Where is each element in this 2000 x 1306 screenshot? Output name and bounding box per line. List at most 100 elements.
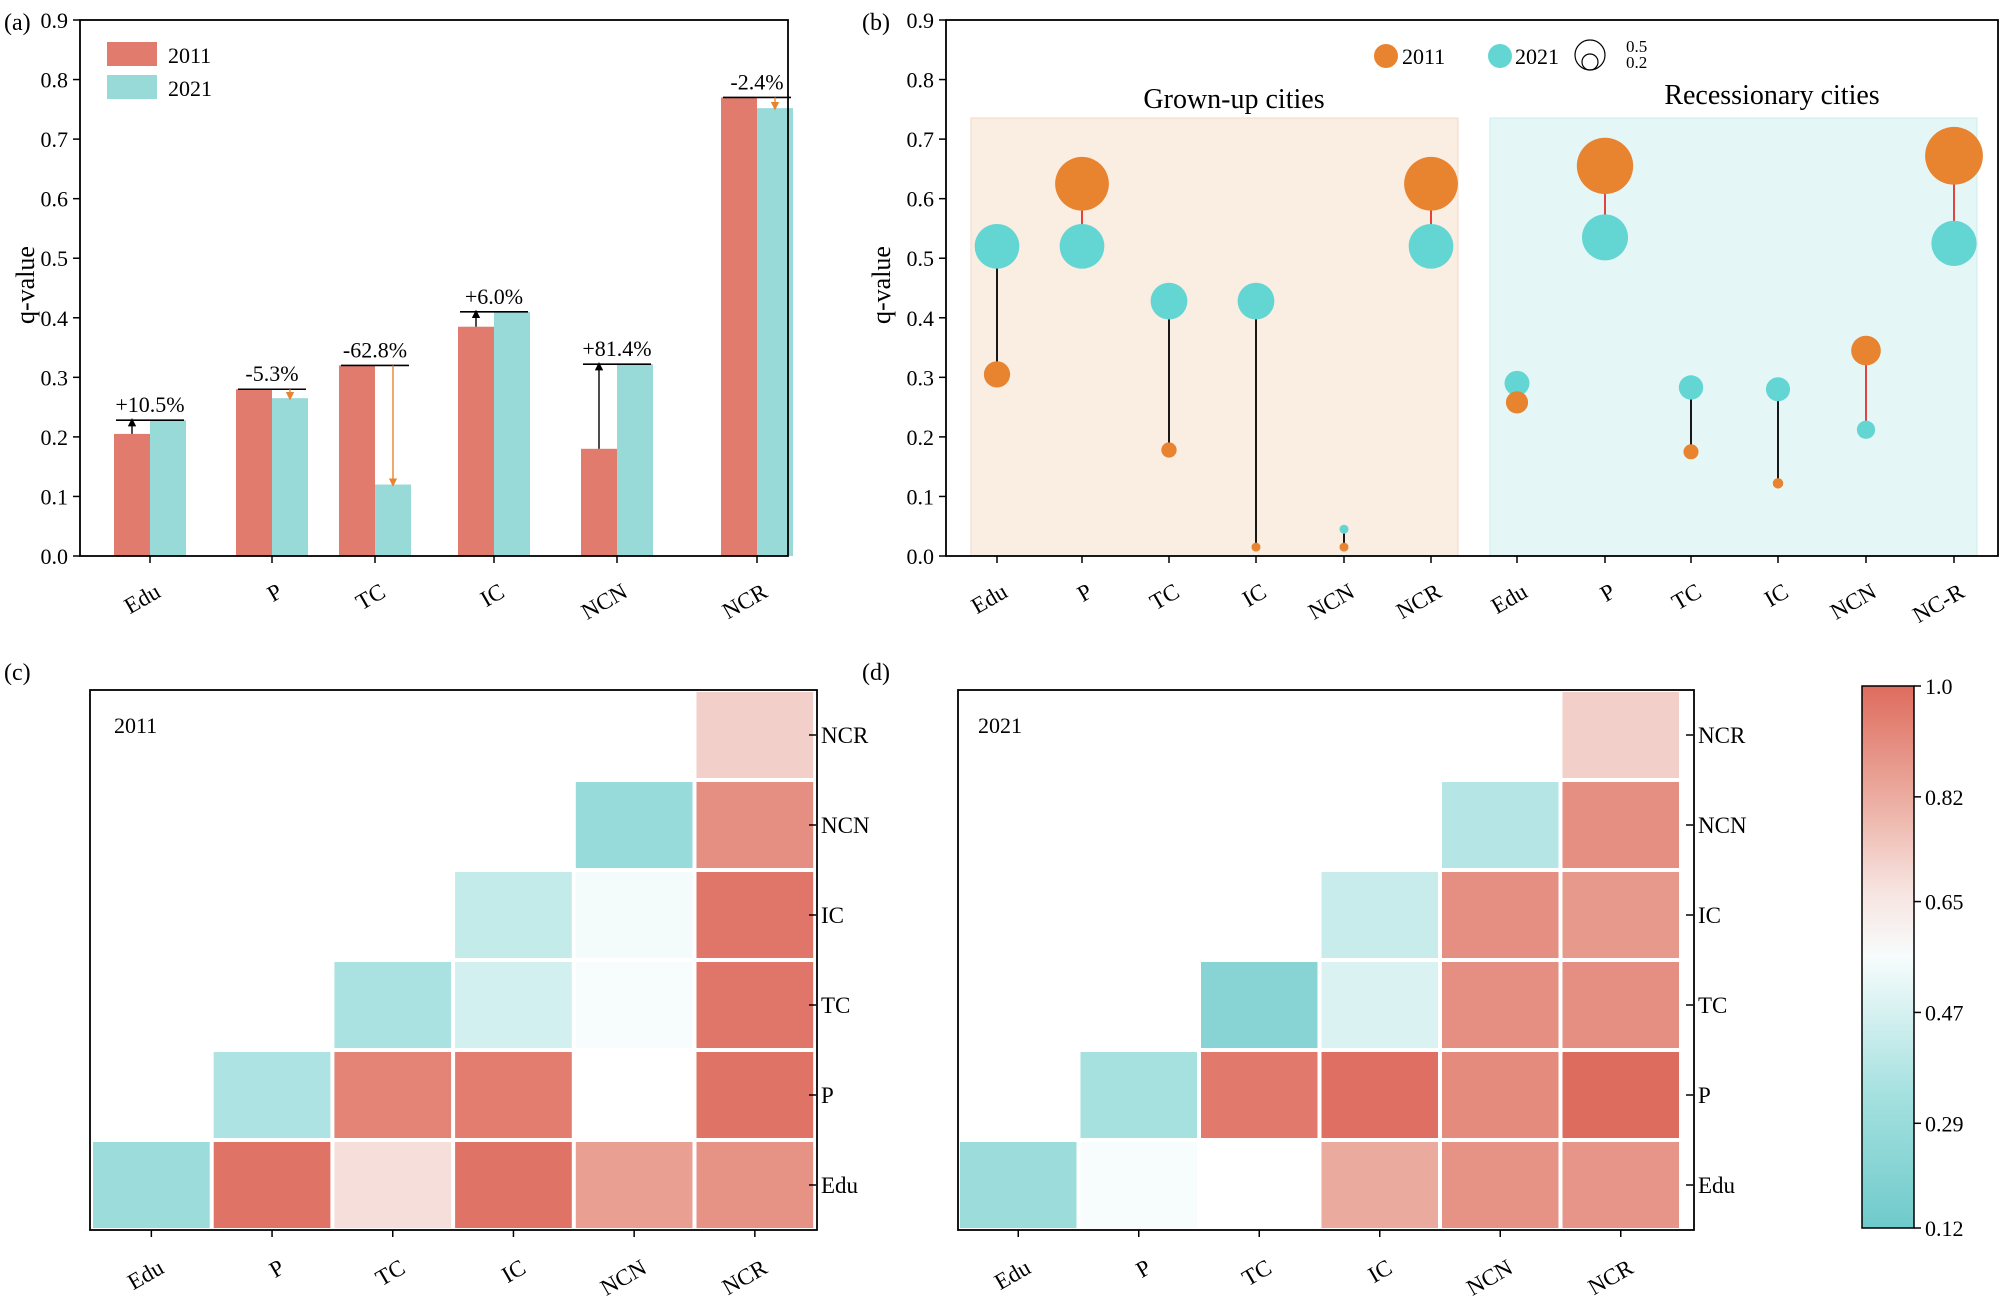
- y-tick-label-P: P: [1698, 1083, 1711, 1108]
- panel-b-dumbbell-chart: (b) q-value Grown-up cities Recessionary…: [862, 8, 1999, 628]
- point-2011-IC-9: [1772, 478, 1784, 489]
- heat-cell-TC-NCN: [575, 962, 693, 1048]
- panel-d-frame: [957, 689, 1695, 1231]
- bar-2021-Edu: [150, 420, 186, 556]
- panel-b-y-tick-label: 0.2: [907, 425, 935, 450]
- x-tick-label-TC: TC: [371, 1255, 409, 1291]
- recessionary-cities-title: Recessionary cities: [1664, 80, 1879, 111]
- bar-2011-IC: [458, 326, 494, 556]
- panel-d-label: (d): [862, 660, 890, 686]
- panel-a-annotations: +10.5% -5.3% -62.8% +6.0% +81.4% -2.4%: [115, 69, 791, 487]
- colorbar-tick-label: 0.65: [1925, 890, 1964, 915]
- panel-c-heatmap: (c) 2011 NCR NCN IC TC P Edu Edu P TC IC NCN NCR: [4, 660, 870, 1301]
- heat-cell-TC-TC: [1201, 962, 1318, 1048]
- change-percent-Edu: +10.5%: [115, 392, 184, 417]
- y-tick-label-NCR: NCR: [1698, 723, 1746, 748]
- bar-2011-NCR: [721, 97, 757, 556]
- legend-2011-label: 2011: [168, 43, 211, 68]
- point-2011-P-7: [1576, 137, 1634, 195]
- colorbar-tick-label: 0.47: [1925, 1000, 1964, 1025]
- legend-2011-dot: [1374, 44, 1398, 68]
- panel-b-dumbbells: [974, 126, 1983, 552]
- legend-2011-text: 2011: [1402, 44, 1445, 69]
- y-tick-label-IC: IC: [1698, 903, 1721, 928]
- point-2011-NCR-5: [1404, 156, 1458, 211]
- point-2011-P-1: [1055, 156, 1109, 211]
- heat-cell-Edu-IC: [1321, 1142, 1438, 1228]
- panel-b-y-tick-label: 0.5: [907, 246, 935, 271]
- heat-cell-P-TC: [1201, 1052, 1318, 1138]
- colorbar-tick-label: 0.12: [1925, 1216, 1964, 1241]
- panel-b-x-ticks: Edu P TC IC NCN NCR Edu P TC IC NCN NC-R: [967, 556, 1969, 628]
- heat-cell-TC-NCN: [1442, 962, 1559, 1048]
- panel-a-label: (a): [4, 10, 31, 36]
- heat-cell-Edu-NCN: [1442, 1142, 1559, 1228]
- panel-c-frame: [89, 689, 818, 1231]
- heat-cell-Edu-Edu: [93, 1142, 210, 1228]
- heat-cell-NCR-NCR: [696, 692, 814, 778]
- point-2011-NCN-4: [1339, 542, 1349, 552]
- panel-b-x-tick-label: NCR: [1392, 578, 1446, 624]
- point-2011-NC-R-11: [1925, 126, 1983, 185]
- heat-cell-NCN-NCR: [696, 782, 814, 868]
- panel-a-x-tick-label: TC: [352, 579, 390, 615]
- heat-cell-NCN-NCN: [1442, 782, 1559, 868]
- panel-c-x-ticks: Edu P TC IC NCN NCR: [123, 1230, 772, 1301]
- bar-2021-NCR: [757, 108, 793, 557]
- heat-cell-NCR-NCR: [1562, 692, 1679, 778]
- colorbar-ticks: 1.0 0.82 0.65 0.47 0.29 0.12: [1914, 674, 1964, 1241]
- panel-c-y-ticks: NCR NCN IC TC P Edu: [809, 723, 870, 1198]
- bar-2021-TC: [375, 484, 411, 556]
- heat-cell-NCN-NCN: [575, 782, 693, 868]
- panel-b-x-tick-label: NC-R: [1908, 578, 1969, 627]
- panel-b-plot-frame: [945, 19, 1999, 557]
- y-tick-label-TC: TC: [1698, 993, 1727, 1018]
- bar-2011-P: [236, 389, 272, 556]
- panel-b-y-tick-label: 0.8: [907, 68, 935, 93]
- grown-up-cities-background: [970, 117, 1459, 557]
- x-tick-label-IC: IC: [1364, 1255, 1396, 1288]
- panel-b-x-tick-label: Edu: [1487, 578, 1532, 618]
- panel-a-x-tick-label: IC: [476, 579, 508, 612]
- y-tick-label-NCN: NCN: [1698, 813, 1747, 838]
- panel-a-y-tick-label: 0.6: [41, 187, 69, 212]
- point-2021-TC-8: [1678, 375, 1704, 400]
- panel-a-y-tick-label: 0.4: [41, 306, 69, 331]
- bar-2021-NCN: [617, 364, 653, 556]
- panel-a-x-tick-label: NCR: [718, 578, 772, 624]
- heat-cell-TC-TC: [334, 962, 452, 1048]
- x-tick-label-P: P: [265, 1255, 289, 1283]
- x-tick-label-P: P: [1132, 1255, 1156, 1283]
- x-tick-label-Edu: Edu: [990, 1254, 1035, 1294]
- point-2011-IC-3: [1251, 542, 1261, 552]
- panel-b-x-tick-label: IC: [1760, 579, 1792, 612]
- y-tick-label-IC: IC: [821, 903, 844, 928]
- point-2021-P-7: [1581, 214, 1629, 261]
- panel-a-bar-chart: (a) q-value 0.00.10.20.30.40.50.60.70.80…: [4, 8, 793, 625]
- panel-a-x-tick-label: Edu: [120, 578, 165, 618]
- heat-cell-IC-NCR: [1562, 872, 1679, 958]
- point-2021-IC-9: [1765, 377, 1791, 402]
- panel-b-y-tick-label: 0.4: [907, 306, 935, 331]
- legend-2021-dot: [1488, 44, 1512, 68]
- heat-cell-IC-NCR: [696, 872, 814, 958]
- point-2021-P-1: [1059, 223, 1105, 269]
- colorbar-gradient-bar: [1861, 685, 1915, 1229]
- panel-a-y-tick-label: 0.3: [41, 365, 69, 390]
- panel-b-x-tick-label: NCN: [1304, 578, 1359, 624]
- panel-a-y-ticks: 0.0 0.1 0.2 0.3 0.4 0.5 0.6 0.7 0.8 0.9: [41, 8, 80, 569]
- heat-cell-Edu-NCR: [1562, 1142, 1679, 1228]
- change-percent-TC: -62.8%: [343, 337, 407, 362]
- panel-b-x-tick-label: TC: [1146, 579, 1184, 615]
- panel-b-y-tick-label: 0.1: [907, 484, 935, 509]
- point-2021-IC-3: [1237, 282, 1275, 320]
- heat-cell-P-NCR: [1562, 1052, 1679, 1138]
- heat-cell-Edu-P: [213, 1142, 331, 1228]
- panel-d-y-ticks: NCR NCN IC TC P Edu: [1686, 723, 1747, 1198]
- point-2021-NC-R-11: [1931, 220, 1977, 266]
- y-tick-label-NCN: NCN: [821, 813, 870, 838]
- change-percent-P: -5.3%: [245, 361, 298, 386]
- panel-d-x-ticks: Edu P TC IC NCN NCR: [990, 1230, 1638, 1301]
- panel-b-y-axis-label: q-value: [867, 246, 896, 324]
